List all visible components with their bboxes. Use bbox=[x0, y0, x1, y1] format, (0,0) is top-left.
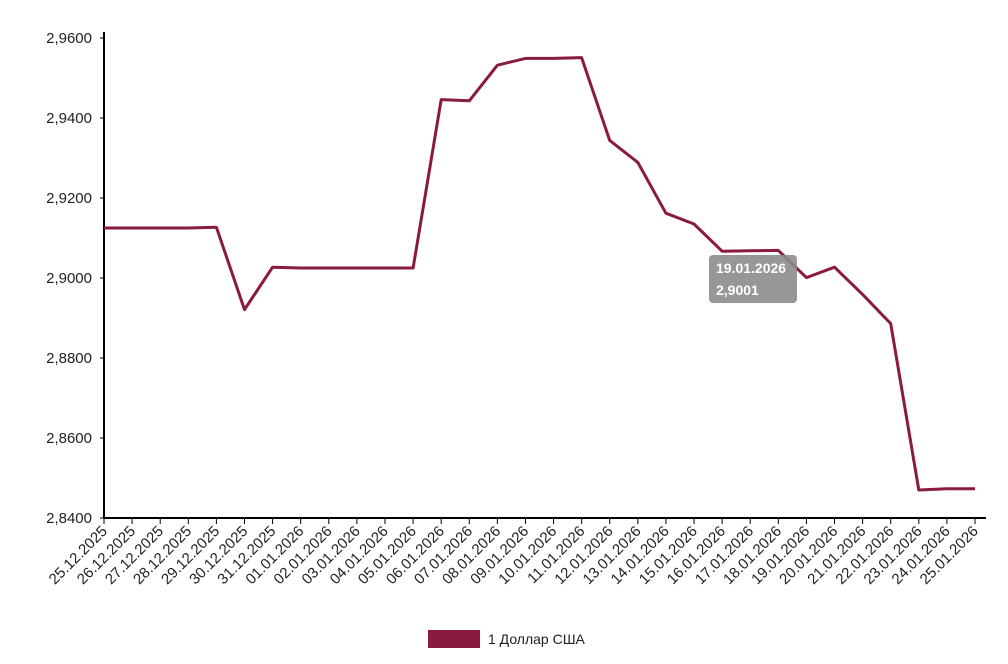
y-tick-label: 2,8800 bbox=[46, 350, 92, 367]
tooltip-date: 19.01.2026 bbox=[716, 260, 786, 276]
y-tick-label: 2,9000 bbox=[46, 270, 92, 287]
tooltip-background bbox=[709, 255, 797, 303]
y-tick-label: 2,8400 bbox=[46, 510, 92, 527]
y-tick-label: 2,8600 bbox=[46, 430, 92, 447]
y-tick-label: 2,9200 bbox=[46, 190, 92, 207]
legend-swatch bbox=[428, 630, 480, 648]
tooltip: 19.01.2026 2,9001 bbox=[709, 255, 797, 303]
tooltip-value: 2,9001 bbox=[716, 282, 759, 298]
x-axis-ticks: 25.12.202526.12.202527.12.202528.12.2025… bbox=[46, 518, 982, 588]
y-tick-label: 2,9400 bbox=[46, 110, 92, 127]
series-line-usd bbox=[104, 56, 975, 492]
y-tick-label: 2,9600 bbox=[46, 30, 92, 47]
y-axis-ticks: 2,8400 2,8600 2,8800 2,9000 2,9200 2,9400 2,96… bbox=[46, 30, 104, 527]
legend: 1 Доллар США bbox=[428, 630, 585, 648]
legend-label: 1 Доллар США bbox=[488, 631, 585, 647]
